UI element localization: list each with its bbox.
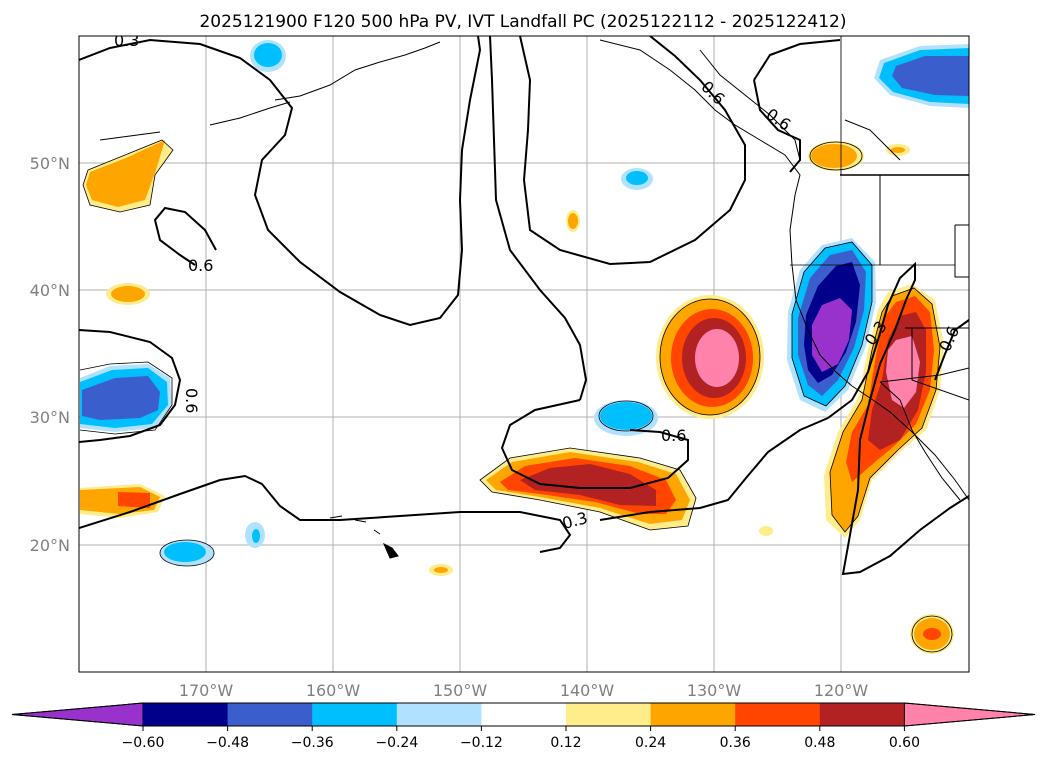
lon-label: 120°W bbox=[814, 681, 869, 700]
lon-label: 170°W bbox=[179, 681, 234, 700]
colorbar-tick-label: 0.60 bbox=[889, 735, 920, 751]
colorbar-tick-label: −0.36 bbox=[291, 735, 334, 751]
lon-label: 150°W bbox=[433, 681, 488, 700]
colorbar-segment bbox=[481, 703, 566, 726]
colorbar-segment bbox=[312, 703, 397, 726]
lon-label: 140°W bbox=[560, 681, 615, 700]
colorbar-tick-label: −0.12 bbox=[460, 735, 503, 751]
colorbar-segment bbox=[143, 703, 228, 726]
latitude-labels: 50°N 40°N 30°N 20°N bbox=[30, 154, 70, 555]
colorbar-segment bbox=[820, 703, 905, 726]
colorbar bbox=[12, 703, 1035, 726]
lat-label: 20°N bbox=[30, 536, 70, 555]
lon-label: 160°W bbox=[306, 681, 361, 700]
colorbar-segment bbox=[397, 703, 482, 726]
colorbar-segment bbox=[651, 703, 736, 726]
longitude-labels: 170°W 160°W 150°W 140°W 130°W 120°W bbox=[179, 681, 869, 700]
colorbar-tick-label: 0.24 bbox=[635, 735, 666, 751]
colorbar-tick-label: −0.24 bbox=[375, 735, 418, 751]
colorbar-segment bbox=[228, 703, 313, 726]
contour-label: 0.6 bbox=[188, 256, 213, 275]
map-panel: 0.3 0.6 0.6 0.6 0.6 0.3 0.6 0.3 0.6 bbox=[79, 31, 969, 672]
figure-title: 2025121900 F120 500 hPa PV, IVT Landfall… bbox=[199, 12, 846, 32]
colorbar-tick-label: 0.36 bbox=[720, 735, 751, 751]
colorbar-extend-max bbox=[904, 703, 1035, 726]
pv-fill-central-pink bbox=[656, 295, 764, 419]
contour-label: 0.6 bbox=[661, 426, 686, 445]
contour-label: 0.3 bbox=[114, 31, 139, 50]
lat-label: 50°N bbox=[30, 154, 70, 173]
colorbar-extend-min bbox=[12, 703, 143, 726]
colorbar-segment bbox=[735, 703, 820, 726]
lat-label: 30°N bbox=[30, 408, 70, 427]
lon-label: 130°W bbox=[687, 681, 742, 700]
colorbar-tick-label: 0.12 bbox=[550, 735, 581, 751]
colorbar-ticks: −0.60 −0.48 −0.36 −0.24 −0.12 0.12 0.24 0.36 0.4… bbox=[122, 726, 920, 751]
colorbar-tick-label: −0.48 bbox=[206, 735, 249, 751]
colorbar-tick-label: 0.48 bbox=[804, 735, 835, 751]
lat-label: 40°N bbox=[30, 281, 70, 300]
pv-fill-west-blue bbox=[80, 364, 172, 432]
colorbar-tick-label: −0.60 bbox=[122, 735, 165, 751]
contour-label: 0.6 bbox=[182, 388, 201, 413]
colorbar-segment bbox=[566, 703, 651, 726]
